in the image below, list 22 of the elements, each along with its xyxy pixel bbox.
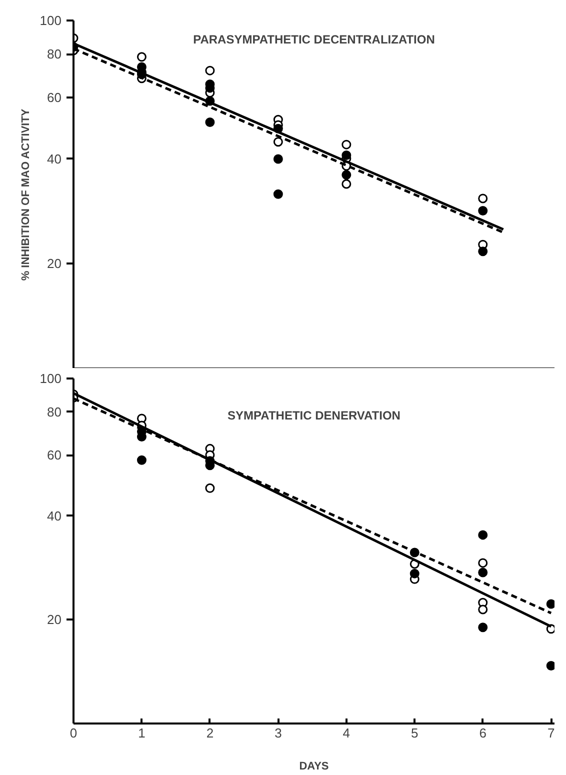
y-tick-label: 20 [47, 612, 62, 628]
x-axis-title: DAYS [299, 760, 329, 772]
x-tick-label: 6 [479, 726, 486, 740]
x-tick-label: 1 [138, 726, 146, 740]
y-tick-label: 80 [47, 404, 62, 420]
y-tick-label: 60 [47, 448, 62, 463]
text: PARASYMPATHETIC DECENTRALIZATION [193, 32, 435, 46]
y-tick-label: 100 [40, 13, 62, 28]
x-tick-label: 7 [547, 726, 555, 740]
y-axis-title: % INHIBITION OF MAO ACTIVITY [20, 108, 32, 281]
y-tick-label: 80 [47, 46, 62, 62]
x-tick-label: 2 [206, 726, 214, 740]
y-tick-label: 40 [47, 508, 62, 524]
text: SYMPATHETIC DENERVATION [228, 408, 400, 422]
y-tick-label: 40 [47, 151, 62, 166]
x-tick-label: 3 [274, 726, 282, 740]
y-tick-label: 60 [47, 90, 62, 106]
y-tick-label: 20 [47, 256, 62, 272]
x-tick-label: 0 [70, 726, 78, 740]
x-tick-label: 5 [411, 726, 418, 740]
y-tick-label: 100 [40, 371, 62, 386]
x-tick-label: 4 [342, 726, 350, 740]
